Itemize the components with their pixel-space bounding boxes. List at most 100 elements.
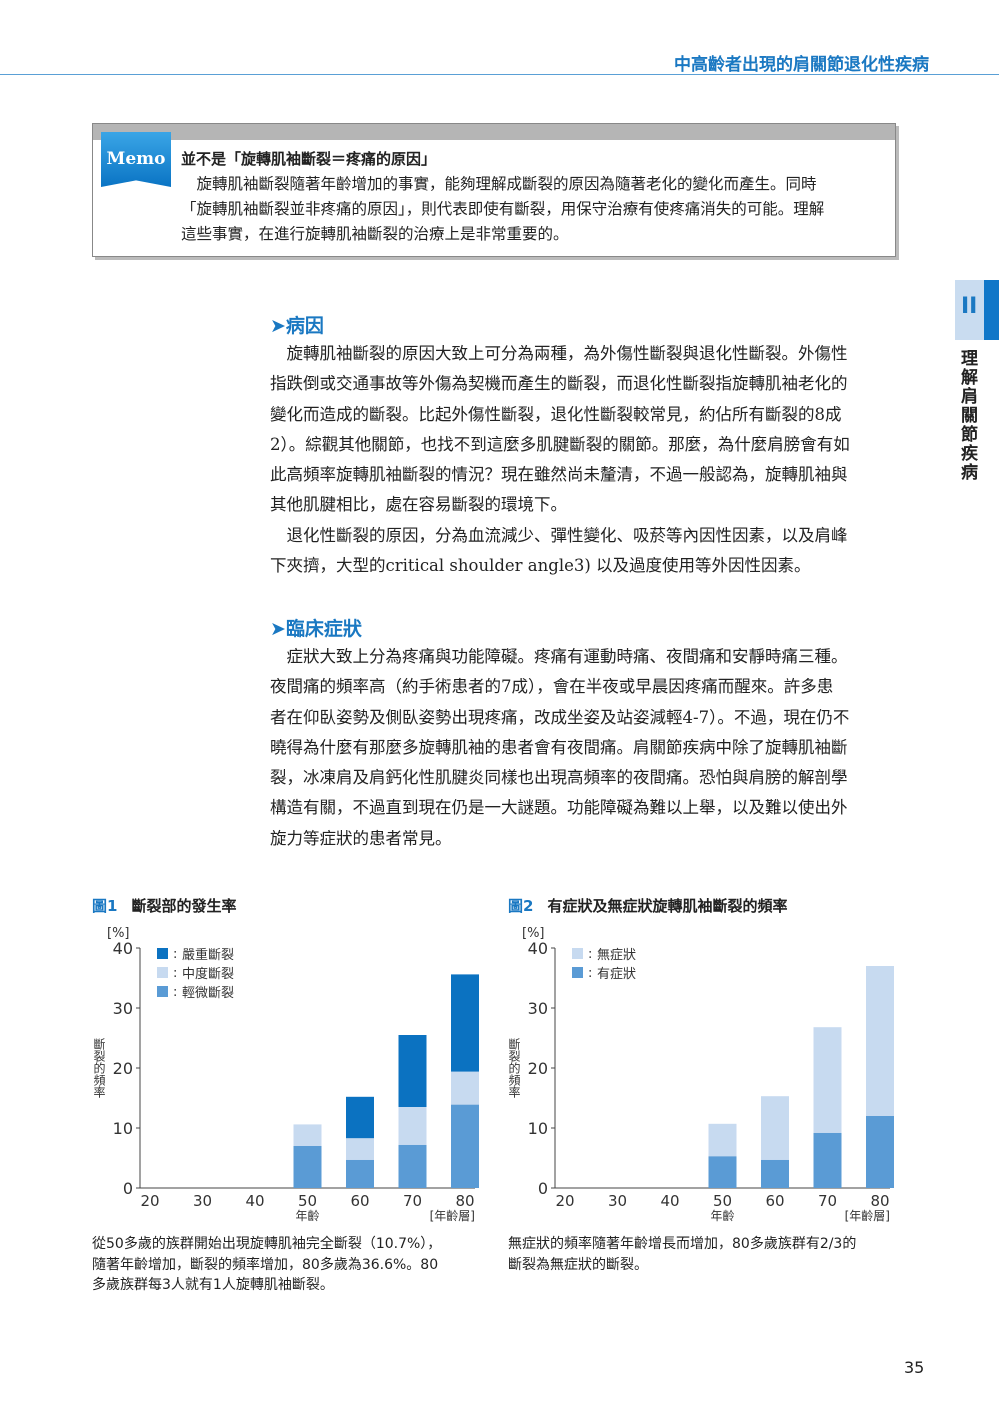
section-heading-symptoms: ➤臨床症狀 [270,618,362,640]
x-tick-label: 50 [298,1192,317,1210]
legend-colon: : [173,947,177,962]
text-line: 隨著年齡增加，斷裂的頻率增加，80多歲為36.6%。80 [92,1256,439,1273]
text-line: 構造有關，不過直到現在仍是一大謎題。功能障礙為難以上舉，以及難以使出外 [270,798,848,818]
chapter-label: 理解肩關節疾病 [961,349,978,483]
y-tick-label: 10 [528,1119,548,1138]
legend-label: 有症狀 [597,967,636,982]
text-line: 夜間痛的頻率高（約手術患者的7成），會在半夜或早晨因疼痛而醒來。許多患 [270,677,834,697]
bar-segment [451,1071,479,1105]
y-tick-label: 0 [123,1179,133,1198]
x-tick-label: 20 [140,1192,159,1210]
chapter-number: II [961,294,978,319]
header-divider [0,74,999,75]
text-line: 裂，冰凍肩及肩鈣化性肌腱炎同樣也出現高頻率的夜間痛。恐怕與肩膀的解剖學 [270,768,848,788]
memo-body: 旋轉肌袖斷裂隨著年齡增加的事實，能夠理解成斷裂的原因為隨著老化的變化而產生。同時… [181,172,881,247]
text-line: 變化而造成的斷裂。比起外傷性斷裂，退化性斷裂較常見，約佔所有斷裂的8成 [270,404,842,424]
legend-swatch [157,948,168,959]
bar-segment [708,1156,737,1188]
memo-top-bar [93,124,895,140]
legend-label: 嚴重斷裂 [182,947,234,963]
bar-segment [451,1104,479,1188]
bar-segment [866,1116,894,1188]
text-line: 2）。綜觀其他關節，也找不到這麼多肌腱斷裂的關節。那麼，為什麼肩膀會有如 [270,434,850,454]
legend-swatch [572,948,583,959]
memo-line: 旋轉肌袖斷裂隨著年齡增加的事實，能夠理解成斷裂的原因為隨著老化的變化而產生。同時 [181,175,817,193]
bar-segment [346,1138,374,1160]
y-tick-label: 20 [528,1059,548,1078]
y-axis-label: 斷裂的頻率 [507,1038,521,1098]
bar-segment [293,1146,322,1188]
bar-segment [346,1159,374,1188]
x-tick-label: 70 [403,1192,422,1210]
y-unit: [%] [107,926,130,941]
x-axis-label: 年齡 [710,1209,734,1223]
legend-colon: : [173,966,177,981]
x-tick-label: 50 [713,1192,732,1210]
x-tick-label: 60 [350,1192,369,1210]
figure2-caption: 無症狀的頻率隨著年齡增長而增加，80多歲族群有2/3的 斷裂為無症狀的斷裂。 [508,1234,856,1275]
bar-segment [398,1144,427,1188]
text-line: 者在仰臥姿勢及側臥姿勢出現疼痛，改成坐姿及站姿減輕4-7）。不過，現在仍不 [270,707,850,727]
y-axis-label: 斷裂的頻率 [92,1038,106,1098]
bar-segment [293,1124,322,1146]
y-tick-label: 30 [528,999,548,1018]
text-line: 指跌倒或交通事故等外傷為契機而產生的斷裂，而退化性斷裂指旋轉肌袖老化的 [270,374,848,394]
x-tick-label: 80 [455,1192,474,1210]
x-unit: [年齡層] [845,1209,890,1223]
x-tick-label: 70 [818,1192,837,1210]
bar-segment [866,966,894,1116]
x-unit: [年齡層] [430,1209,475,1223]
text-line: 退化性斷裂的原因，分為血流減少、彈性變化、吸菸等內因性因素，以及肩峰 [270,525,848,545]
memo-box: Memo 並不是「旋轉肌袖斷裂＝疼痛的原因」 旋轉肌袖斷裂隨著年齡增加的事實，能… [92,123,896,257]
legend-colon: : [588,966,592,981]
legend-label: 輕微斷裂 [182,986,234,1001]
y-unit: [%] [522,926,545,941]
figure1-caption: 從50多歲的族群開始出現旋轉肌袖完全斷裂（10.7%）， 隨著年齡增加，斷裂的頻率… [92,1234,441,1296]
y-tick-label: 40 [528,939,548,958]
legend-swatch [157,986,168,997]
y-tick-label: 10 [113,1119,133,1138]
section-body-symptoms: 症狀大致上分為疼痛與功能障礙。疼痛有運動時痛、夜間痛和安靜時痛三種。 夜間痛的頻率… [270,642,900,854]
bar-segment [398,1035,427,1107]
text-line: 此高頻率旋轉肌袖斷裂的情況？現在雖然尚未釐清，不過一般認為，旋轉肌袖與 [270,465,848,485]
chapter-tab: II [955,280,999,340]
figure2-title: 圖2 有症狀及無症狀旋轉肌袖斷裂的頻率 [508,897,788,915]
bar-segment [451,974,479,1072]
page-number: 35 [904,1358,925,1377]
x-tick-label: 60 [765,1192,784,1210]
text-line: 下夾擠，大型的critical shoulder angle3) 以及過度使用等… [270,556,811,576]
bar-segment [761,1159,789,1188]
bar-segment [761,1096,789,1160]
y-tick-label: 20 [113,1059,133,1078]
x-tick-label: 20 [555,1192,574,1210]
legend-colon: : [173,985,177,1000]
running-header: 中高齡者出現的肩關節退化性疾病 [674,55,929,75]
text-line: 症狀大致上分為疼痛與功能障礙。疼痛有運動時痛、夜間痛和安靜時痛三種。 [270,647,848,666]
memo-line: 「旋轉肌袖斷裂並非疼痛的原因」，則代表即使有斷裂，用保守治療有使疼痛消失的可能。… [181,200,825,218]
x-tick-label: 80 [870,1192,889,1210]
text-line: 多歲族群每3人就有1人旋轉肌袖斷裂。 [92,1277,334,1293]
text-line: 曉得為什麼有那麼多旋轉肌袖的患者會有夜間痛。肩關節疾病中除了旋轉肌袖斷 [270,737,848,757]
text-line: 從50多歲的族群開始出現旋轉肌袖完全斷裂（10.7%）， [92,1236,442,1252]
text-line: 其他肌腱相比，處在容易斷裂的環境下。 [270,495,567,515]
bar-segment [398,1107,427,1145]
x-tick-label: 30 [608,1192,627,1210]
legend-colon: : [588,947,592,962]
text-line: 無症狀的頻率隨著年齡增長而增加，80多歲族群有2/3的 [508,1236,857,1252]
legend-label: 無症狀 [597,948,636,963]
memo-title: 並不是「旋轉肌袖斷裂＝疼痛的原因」 [181,150,437,168]
bar-segment [346,1096,374,1139]
x-axis-label: 年齡 [295,1209,319,1223]
legend-label: 中度斷裂 [182,966,234,982]
bar-segment [813,1027,842,1133]
text-line: 斷裂為無症狀的斷裂。 [508,1256,648,1273]
y-tick-label: 40 [113,939,133,958]
figure1-title: 圖1 斷裂部的發生率 [92,897,237,915]
legend-swatch [157,967,168,978]
text-line: 旋力等症狀的患者常見。 [270,828,452,848]
y-tick-label: 0 [538,1179,548,1198]
memo-line: 這些事實，在進行旋轉肌袖斷裂的治療上是非常重要的。 [181,225,569,243]
bar-segment [708,1123,737,1157]
